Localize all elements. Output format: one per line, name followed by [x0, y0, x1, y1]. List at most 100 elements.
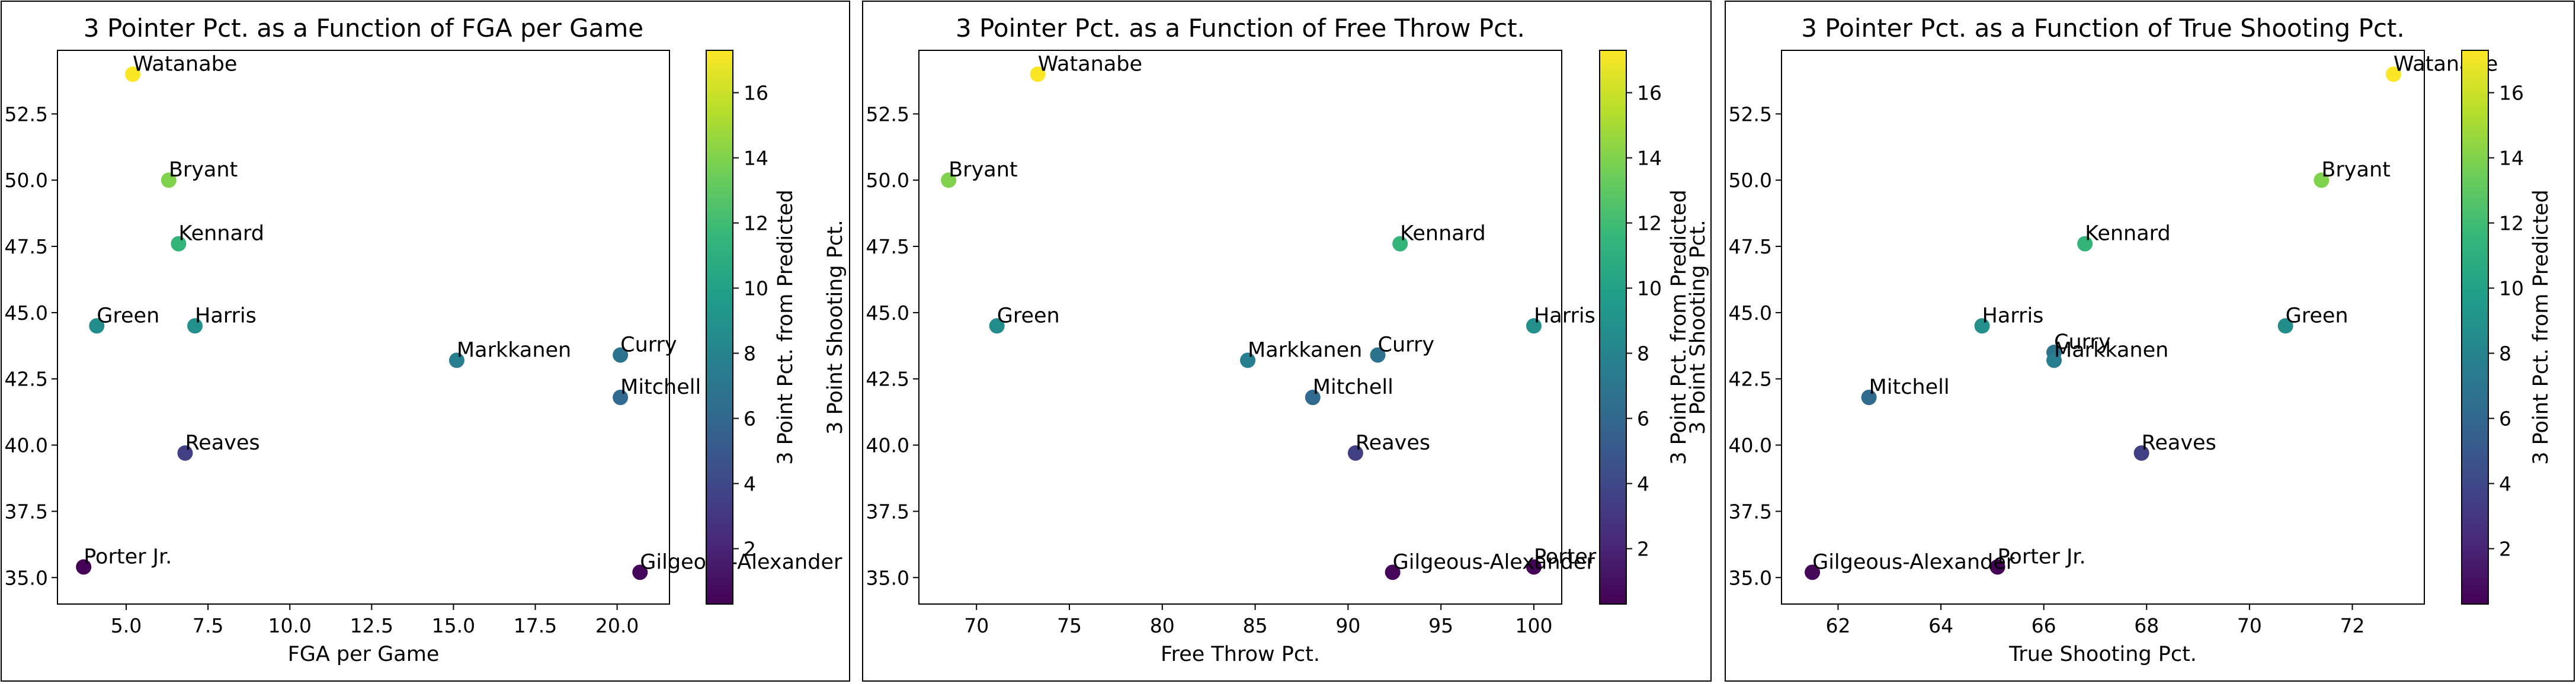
x-tick-label: 12.5: [350, 614, 393, 637]
colorbar-tick-label: 4: [744, 473, 756, 496]
data-point: [2046, 352, 2062, 368]
data-point: [177, 445, 193, 461]
chart-title: 3 Pointer Pct. as a Function of FGA per …: [84, 14, 643, 43]
y-tick-label: 52.5: [866, 102, 909, 126]
y-axis-label: 3 Point Shooting Pct.: [824, 220, 847, 435]
colorbar: [2461, 50, 2489, 605]
point-label: Reaves: [1356, 431, 1430, 455]
y-tick-label: 42.5: [866, 368, 909, 391]
point-label: Porter Jr.: [1998, 545, 2086, 569]
x-tick-label: 72: [2340, 614, 2364, 637]
colorbar-tick-label: 16: [2499, 82, 2524, 105]
point-label: Green: [97, 304, 159, 327]
colorbar-tick-label: 10: [2499, 277, 2524, 300]
y-tick-label: 45.0: [1729, 301, 1772, 325]
point-label: Bryant: [2321, 158, 2390, 182]
x-axis-label: True Shooting Pct.: [2008, 643, 2197, 666]
panel-frame: [862, 1, 1712, 682]
colorbar-tick-label: 10: [1637, 277, 1662, 300]
y-tick-label: 37.5: [5, 500, 48, 523]
point-label: Harris: [195, 304, 257, 327]
colorbar-tick-label: 6: [744, 407, 756, 431]
point-label: Reaves: [2142, 431, 2216, 455]
data-point: [161, 172, 177, 188]
y-tick-label: 40.0: [5, 434, 48, 457]
chart-panel-2: 3 Pointer Pct. as a Function of Free Thr…: [824, 1, 1712, 682]
colorbar-label: 3 Point Pct. from Predicted: [2529, 190, 2553, 465]
y-tick-label: 52.5: [1729, 102, 1772, 126]
colorbar-tick-label: 10: [744, 277, 768, 300]
point-label: Watanabe: [1038, 52, 1142, 76]
data-point: [1392, 236, 1408, 252]
x-tick-label: 17.5: [514, 614, 557, 637]
x-tick-label: 85: [1243, 614, 1268, 637]
y-tick-label: 40.0: [1729, 434, 1772, 457]
point-label: Green: [997, 304, 1060, 327]
colorbar-tick-label: 12: [744, 212, 768, 235]
point-label: Curry: [2054, 330, 2111, 354]
y-tick-label: 50.0: [866, 169, 909, 192]
point-label: Curry: [620, 333, 677, 357]
colorbar-tick-label: 14: [1637, 147, 1662, 170]
point-label: Mitchell: [620, 375, 701, 399]
colorbar-label: 3 Point Pct. from Predicted: [774, 190, 797, 465]
data-point: [1974, 318, 1990, 334]
colorbar-tick-label: 14: [744, 147, 768, 170]
data-point: [1370, 347, 1386, 363]
colorbar-tick-label: 4: [1637, 473, 1649, 496]
colorbar-tick-label: 6: [2499, 407, 2511, 431]
point-label: Gilgeous-Alexander: [1812, 550, 2015, 574]
data-point: [1989, 559, 2005, 575]
point-label: Bryant: [169, 158, 238, 182]
axes-frame: [57, 50, 670, 605]
colorbar-tick-label: 2: [2499, 538, 2511, 561]
y-tick-label: 42.5: [5, 368, 48, 391]
x-tick-label: 75: [1057, 614, 1082, 637]
data-point: [1030, 66, 1046, 82]
point-label: Harris: [1534, 304, 1595, 327]
colorbar-tick-label: 8: [2499, 342, 2511, 365]
point-label: Reaves: [185, 431, 259, 455]
point-label: Kennard: [2085, 222, 2171, 246]
data-point: [89, 318, 105, 334]
y-tick-label: 50.0: [1729, 169, 1772, 192]
x-axis-label: Free Throw Pct.: [1161, 643, 1320, 666]
panel-frame: [1725, 1, 2575, 682]
data-point: [1526, 318, 1542, 334]
data-point: [2277, 318, 2293, 334]
chart-panel-1: 3 Pointer Pct. as a Function of FGA per …: [1, 1, 850, 682]
y-tick-label: 52.5: [5, 102, 48, 126]
x-tick-label: 100: [1515, 614, 1552, 637]
point-label: Porter Jr.: [84, 545, 172, 569]
data-point: [1240, 352, 1256, 368]
x-tick-label: 62: [1825, 614, 1850, 637]
x-tick-label: 7.5: [193, 614, 223, 637]
chart-title: 3 Pointer Pct. as a Function of Free Thr…: [956, 14, 1525, 43]
y-tick-label: 45.0: [866, 301, 909, 325]
colorbar-tick-label: 2: [1637, 538, 1649, 561]
data-point: [187, 318, 203, 334]
data-point: [2314, 172, 2330, 188]
colorbar-tick-label: 4: [2499, 473, 2511, 496]
colorbar-tick-label: 12: [2499, 212, 2524, 235]
point-label: Harris: [1982, 304, 2044, 327]
colorbar-tick-label: 12: [1637, 212, 1662, 235]
y-axis-label: 3 Point Shooting Pct.: [1686, 220, 1710, 435]
data-point: [989, 318, 1005, 334]
y-tick-label: 35.0: [1729, 566, 1772, 589]
data-point: [632, 564, 648, 580]
x-tick-label: 95: [1428, 614, 1453, 637]
x-axis-label: FGA per Game: [288, 643, 440, 666]
y-tick-label: 37.5: [1729, 500, 1772, 523]
colorbar: [706, 50, 733, 605]
data-point: [171, 236, 187, 252]
point-label: Watanabe: [133, 52, 237, 76]
y-tick-label: 35.0: [5, 566, 48, 589]
colorbar-tick-label: 8: [744, 342, 756, 365]
y-tick-label: 47.5: [866, 235, 909, 258]
point-label: Markkanen: [457, 338, 571, 362]
colorbar-label: 3 Point Pct. from Predicted: [1667, 190, 1691, 465]
point-label: Green: [2286, 304, 2348, 327]
y-tick-label: 45.0: [5, 301, 48, 325]
